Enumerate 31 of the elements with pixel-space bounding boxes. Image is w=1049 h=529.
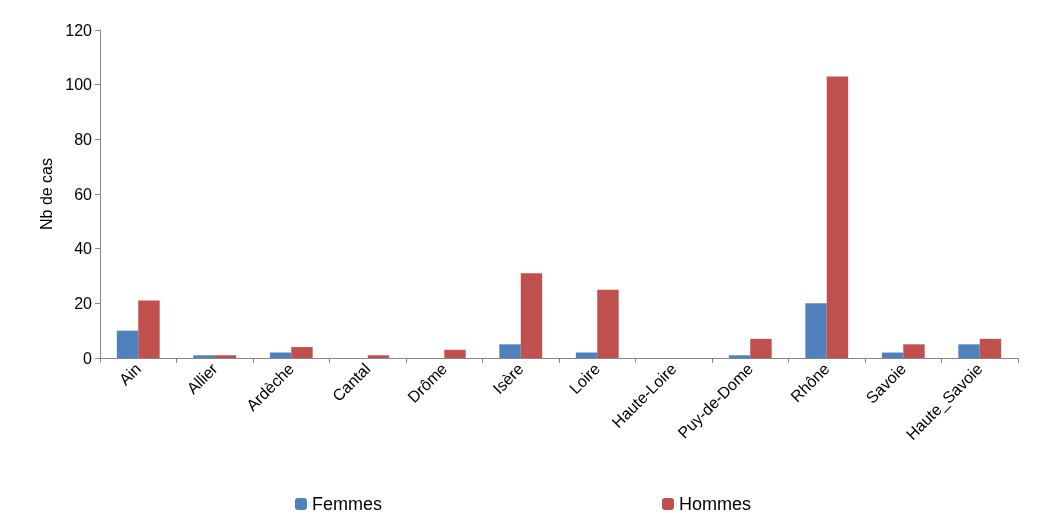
y-tick-label: 60 (74, 185, 93, 203)
bar (575, 352, 598, 358)
x-tick-label: Ain (115, 359, 145, 389)
bar (291, 347, 313, 358)
bar (116, 330, 139, 358)
bar (138, 300, 160, 358)
bar (269, 352, 292, 358)
bar (520, 273, 543, 358)
bar (499, 344, 521, 358)
y-tick-label: 80 (74, 130, 93, 148)
y-tick-label: 40 (74, 240, 93, 258)
bar (193, 355, 215, 358)
bar (750, 338, 772, 358)
bar (597, 289, 619, 358)
y-tick-label: 20 (74, 294, 93, 312)
y-tick-label: 100 (65, 76, 93, 94)
legend-label: Femmes (311, 494, 383, 514)
y-tick-label: 120 (65, 21, 93, 39)
bar (826, 76, 849, 358)
bar (728, 355, 751, 358)
bar (958, 344, 980, 358)
y-axis-title: Nb de cas (37, 157, 55, 231)
bar (214, 355, 237, 358)
y-tick-label: 0 (83, 349, 93, 367)
bar (444, 349, 466, 358)
bar (881, 352, 904, 358)
bar (367, 355, 390, 358)
bar (903, 344, 925, 358)
legend-label: Hommes (679, 494, 752, 514)
bar (805, 303, 827, 358)
bar (979, 338, 1002, 358)
